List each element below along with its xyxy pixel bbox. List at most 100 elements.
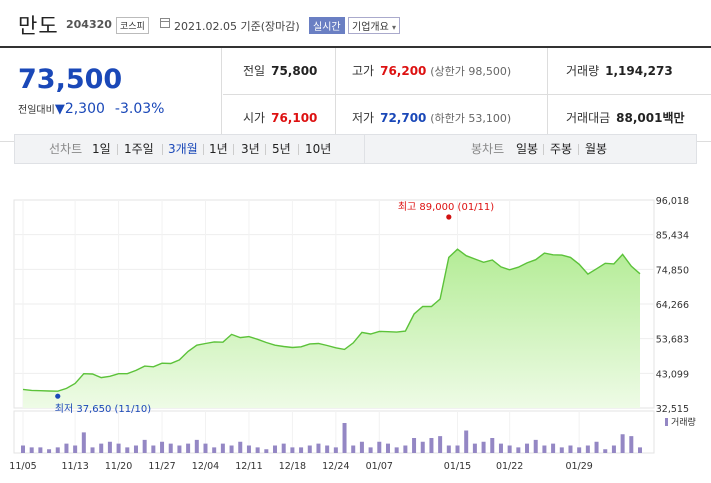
volume-bar — [481, 441, 486, 453]
y-tick-label: 96,018 — [656, 196, 689, 207]
x-tick-label: 12/11 — [235, 461, 262, 472]
volume-bar — [559, 447, 564, 453]
x-tick-label: 11/20 — [105, 461, 132, 472]
y-tick-label: 43,099 — [656, 369, 689, 380]
price-panel: 73,500 전일대비▼2,300 -3.03% 전일 75,800 고가 76,20… — [0, 46, 711, 143]
y-tick-label: 74,850 — [656, 265, 689, 276]
volume-bar — [81, 432, 86, 453]
volume-bar — [525, 443, 530, 453]
change-value: 2,300 — [64, 101, 105, 117]
x-tick-label: 01/07 — [366, 461, 393, 472]
volume-bar — [464, 430, 469, 453]
volume-bar — [368, 447, 373, 453]
volume-bar — [577, 447, 582, 453]
price-chart: 96,018 85,434 74,850 64,266 53,683 43,099 32,5… — [0, 168, 711, 483]
price-area — [23, 249, 640, 408]
price-stats-grid: 전일 75,800 고가 76,200 (상한가 98,500) 거래량 1,194,… — [223, 48, 711, 143]
volume-bar — [281, 443, 286, 453]
tab-daily[interactable]: 일봉 — [516, 142, 539, 156]
high-annotation: 최고 89,000 (01/11) — [398, 201, 494, 213]
volume-bar — [455, 445, 460, 453]
change-label: 전일대비 — [18, 105, 55, 116]
x-tick-label: 12/18 — [279, 461, 306, 472]
volume-bar — [290, 447, 295, 453]
chart-period-tabs: 선차트 1일 1주일 3개월 1년 3년 5년 10년 봉차트 일봉 주봉 월봉 — [14, 134, 697, 164]
volume-bar — [533, 439, 538, 453]
tab-5y[interactable]: 5년 — [272, 142, 291, 156]
volume-bar — [107, 441, 112, 453]
volume-bar — [377, 441, 382, 453]
stat-high: 고가 76,200 (상한가 98,500) — [336, 48, 548, 95]
tab-weekly[interactable]: 주봉 — [550, 142, 573, 156]
volume-bar — [99, 443, 104, 453]
y-tick-label: 85,434 — [656, 231, 689, 242]
volume-bar — [594, 441, 599, 453]
volume-bar — [133, 445, 138, 453]
volume-bar — [412, 438, 417, 453]
price-change: 전일대비▼2,300 -3.03% — [18, 101, 164, 117]
volume-bar — [212, 447, 217, 453]
volume-bar — [220, 443, 225, 453]
x-tick-label: 11/13 — [61, 461, 88, 472]
volume-bar — [255, 447, 260, 453]
tab-3m[interactable]: 3개월 — [168, 142, 198, 156]
x-tick-label: 11/05 — [9, 461, 36, 472]
tab-1w[interactable]: 1주일 — [124, 142, 154, 156]
stat-volume: 거래량 1,194,273 — [566, 64, 673, 78]
stat-trade-amount: 거래대금 88,001백만 — [566, 111, 685, 125]
volume-bar — [307, 445, 312, 453]
current-price: 73,500 — [18, 64, 123, 95]
current-price-block: 73,500 전일대비▼2,300 -3.03% — [0, 48, 222, 143]
x-tick-label: 01/29 — [565, 461, 592, 472]
volume-bar — [429, 438, 434, 453]
x-tick-label: 11/27 — [148, 461, 175, 472]
volume-bar — [203, 443, 208, 453]
stock-header: 만도 204320 코스피 2021.02.05 기준(장마감) 실시간 기업개… — [0, 0, 711, 42]
x-tick-label: 01/15 — [444, 461, 471, 472]
tab-1y[interactable]: 1년 — [209, 142, 228, 156]
tab-10y[interactable]: 10년 — [305, 142, 332, 156]
volume-bar — [403, 445, 408, 453]
volume-legend-label: 거래량 — [671, 416, 696, 428]
volume-bar — [160, 441, 165, 453]
volume-bar — [273, 445, 278, 453]
high-marker — [446, 214, 452, 220]
volume-bar — [446, 445, 451, 453]
low-annotation: 최저 37,650 (11/10) — [55, 403, 151, 415]
tab-monthly[interactable]: 월봉 — [585, 142, 608, 156]
realtime-button[interactable]: 실시간 — [309, 17, 345, 34]
volume-bar — [299, 447, 304, 453]
volume-bar — [490, 438, 495, 453]
calendar-icon — [160, 18, 170, 28]
stock-code: 204320 — [66, 18, 112, 31]
volume-bar — [585, 445, 590, 453]
volume-bar — [90, 447, 95, 453]
volume-legend-swatch — [665, 418, 668, 426]
chevron-down-icon: ▾ — [392, 23, 397, 32]
volume-bar — [325, 445, 330, 453]
volume-bar — [420, 441, 425, 453]
y-tick-label: 64,266 — [656, 300, 689, 311]
company-info-button[interactable]: 기업개요 ▾ — [348, 17, 401, 34]
tab-3y[interactable]: 3년 — [241, 142, 260, 156]
stat-prev-close: 전일 75,800 — [223, 48, 336, 95]
volume-bar — [151, 445, 156, 453]
volume-bar — [516, 447, 521, 453]
volume-bar — [194, 439, 199, 453]
volume-bar — [438, 436, 443, 453]
volume-bar — [385, 443, 390, 453]
volume-bar — [125, 447, 130, 453]
market-badge: 코스피 — [116, 17, 149, 34]
volume-bar — [168, 443, 173, 453]
price-chart-svg: 96,018 85,434 74,850 64,266 53,683 43,099 32,5… — [9, 196, 696, 472]
line-chart-title: 선차트 — [49, 142, 83, 156]
volume-bar — [73, 445, 78, 453]
volume-bar — [351, 445, 356, 453]
volume-bar — [507, 445, 512, 453]
candle-chart-title: 봉차트 — [471, 142, 505, 156]
volume-bar — [229, 445, 234, 453]
tab-1d[interactable]: 1일 — [92, 142, 111, 156]
volume-bar — [316, 443, 321, 453]
volume-bar — [116, 443, 121, 453]
price-line — [22, 248, 641, 392]
